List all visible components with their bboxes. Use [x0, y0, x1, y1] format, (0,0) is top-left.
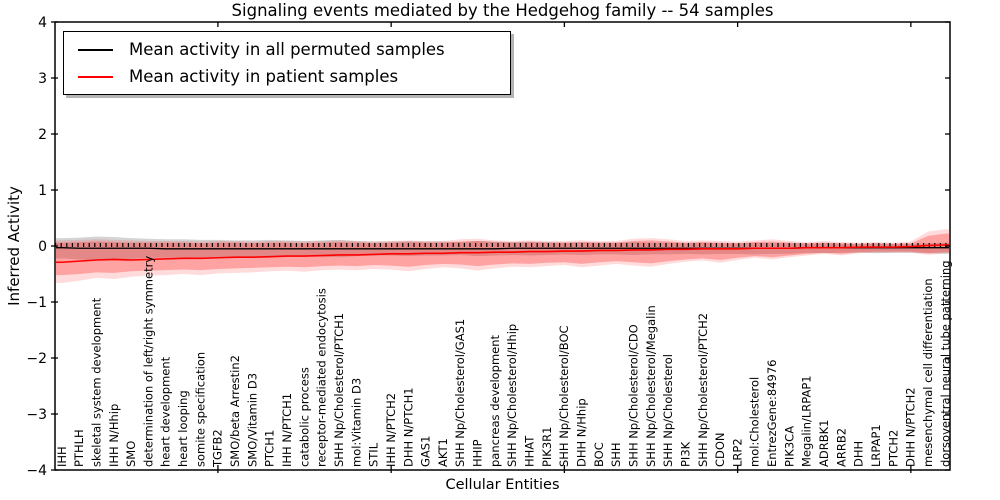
- x-tick-label: determination of left/right symmetry: [141, 256, 155, 467]
- x-tick-label: IHH N/PTCH1: [280, 393, 294, 467]
- x-tick-label: PTCH1: [263, 430, 277, 467]
- y-tick-label: 0: [38, 239, 47, 255]
- x-tick-label: somite specification: [193, 352, 207, 467]
- x-tick-label: HHAT: [523, 435, 537, 467]
- x-tick-label: Megalin/LRPAP1: [800, 375, 814, 467]
- x-tick-label: DHH N/Hhip: [575, 398, 589, 467]
- x-tick-label: SHH Np/Cholesterol/PTCH2: [696, 313, 710, 467]
- x-tick-label: DHH N/PTCH1: [401, 387, 415, 467]
- x-tick-label: SMO/beta Arrestin2: [228, 355, 242, 467]
- x-tick-label: PI3K: [678, 441, 692, 467]
- x-axis-label: Cellular Entities: [445, 477, 560, 493]
- x-tick-label: TGFB2: [211, 429, 225, 468]
- x-tick-label: SHH Np/Cholesterol/BOC: [557, 325, 571, 467]
- x-tick-label: LRPAP1: [869, 424, 883, 467]
- y-tick-label: −2: [26, 351, 47, 367]
- legend-entry-label: Mean activity in patient samples: [129, 67, 399, 86]
- y-tick-label: 1: [38, 183, 47, 199]
- x-tick-label: IHH: [55, 446, 69, 467]
- x-tick-label: DHH N/PTCH2: [904, 387, 918, 467]
- x-tick-label: ADRBK1: [817, 420, 831, 467]
- legend-entry: Mean activity in all permuted samples: [64, 40, 510, 59]
- legend-line-sample-patient: [78, 75, 113, 78]
- x-tick-label: mol:Cholesterol: [748, 377, 762, 467]
- y-tick-label: 4: [38, 15, 47, 31]
- x-tick-label: DHH: [852, 441, 866, 467]
- x-tick-label: SHH Np/Cholesterol: [661, 354, 675, 467]
- patient-samples-band-outer: [56, 229, 949, 283]
- x-tick-label: SHH Np/Cholesterol/Megalin: [644, 305, 658, 467]
- x-tick-label: EntrezGene:84976: [765, 360, 779, 467]
- y-tick-label: −4: [26, 463, 47, 479]
- x-tick-label: catabolic process: [297, 367, 311, 467]
- x-tick-label: LRP2: [730, 438, 744, 467]
- x-tick-label: SHH Np/Cholesterol/CDO: [626, 324, 640, 467]
- x-tick-label: BOC: [592, 442, 606, 467]
- x-tick-label: dorsoventral neural tube patterning: [938, 260, 952, 467]
- x-tick-label: PTHLH: [72, 429, 86, 467]
- x-tick-label: PIK3R1: [540, 427, 554, 468]
- legend-line-sample-permuted: [78, 48, 113, 51]
- legend: Mean activity in all permuted samples Me…: [63, 31, 511, 95]
- x-tick-label: SMO: [124, 441, 138, 467]
- x-tick-label: PIK3CA: [782, 426, 796, 467]
- y-tick-label: 2: [38, 127, 47, 143]
- x-tick-label: IHH N/Hhip: [107, 404, 121, 467]
- y-axis-label: Inferred Activity: [5, 186, 23, 306]
- x-tick-label: STIL: [367, 442, 381, 467]
- legend-entry: Mean activity in patient samples: [64, 67, 510, 86]
- x-tick-label: heart development: [159, 356, 173, 467]
- x-tick-label: IHH N/PTCH2: [384, 393, 398, 467]
- y-tick-label: −1: [26, 295, 47, 311]
- series-patient-line: [56, 244, 949, 264]
- x-tick-label: AKT1: [436, 438, 450, 467]
- x-tick-label: CDON: [713, 432, 727, 467]
- x-tick-label: SHH Np/Cholesterol/PTCH1: [332, 313, 346, 467]
- x-tick-label: ARRB2: [834, 428, 848, 467]
- x-tick-label: skeletal system development: [89, 297, 103, 467]
- x-tick-label: pancreas development: [488, 334, 502, 467]
- x-tick-label: SHH Np/Cholesterol/GAS1: [453, 319, 467, 467]
- x-tick-label: mesenchymal cell differentiation: [921, 278, 935, 467]
- x-tick-label: mol:Vitamin D3: [349, 378, 363, 467]
- x-tick-label: receptor-mediated endocytosis: [315, 288, 329, 467]
- x-tick-label: heart looping: [176, 390, 190, 467]
- x-tick-label: HHIP: [471, 439, 485, 467]
- legend-entry-label: Mean activity in all permuted samples: [129, 40, 445, 59]
- x-tick-label: SHH Np/Cholesterol/Hhip: [505, 324, 519, 467]
- x-tick-label: SHH: [609, 442, 623, 467]
- x-tick-label: SMO/Vitamin D3: [245, 373, 259, 467]
- y-tick-label: −3: [26, 407, 47, 423]
- x-tick-label: PTCH2: [886, 430, 900, 467]
- chart-title: Signaling events mediated by the Hedgeho…: [231, 1, 774, 20]
- x-tick-label: GAS1: [419, 436, 433, 467]
- y-tick-label: 3: [38, 71, 47, 87]
